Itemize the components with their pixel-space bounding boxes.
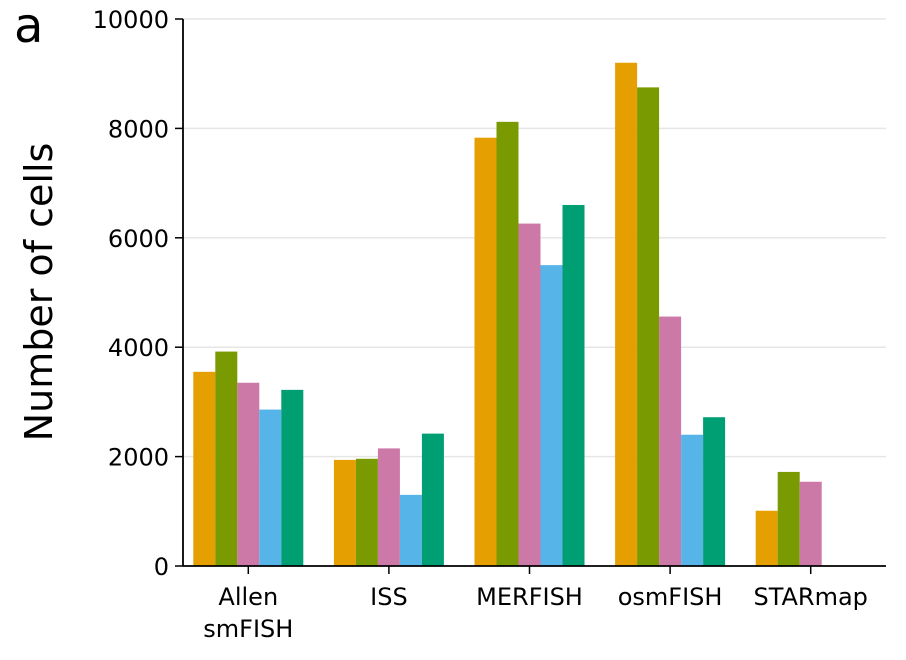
bar [215, 351, 238, 566]
bar [637, 87, 660, 566]
bar [281, 389, 304, 566]
x-category-labels: Allen smFISH ISS MERFISH osmFISH STARmap [203, 566, 868, 643]
y-tick-label: 10000 [93, 6, 169, 34]
x-category-label: osmFISH [618, 583, 723, 611]
bar [615, 62, 638, 566]
y-axis-label: Number of cells [17, 143, 61, 442]
x-category-label: smFISH [203, 615, 293, 643]
y-tick-label: 2000 [108, 444, 169, 472]
y-tick-label: 0 [154, 553, 169, 581]
axes [182, 19, 886, 567]
bar [237, 382, 260, 566]
bar [193, 371, 216, 566]
bar [703, 417, 726, 566]
bar [399, 494, 422, 566]
y-ticks: 0 2000 4000 6000 8000 10000 [93, 6, 183, 581]
bar [496, 121, 519, 566]
y-tick-label: 4000 [108, 334, 169, 362]
bar [421, 433, 444, 566]
bar [377, 448, 400, 566]
x-category-label: ISS [370, 583, 408, 611]
bar [659, 316, 682, 566]
bar [755, 510, 778, 566]
x-category-label: STARmap [753, 583, 867, 611]
bar [562, 204, 585, 567]
bar [540, 265, 563, 566]
bar [518, 223, 541, 566]
bars [193, 62, 822, 567]
panel-label: a [14, 0, 43, 54]
x-category-label: MERFISH [476, 583, 583, 611]
bar [681, 434, 704, 566]
bar [259, 409, 282, 566]
x-category-label: Allen [218, 583, 278, 611]
bar [333, 459, 356, 566]
bar [777, 471, 800, 566]
y-tick-label: 6000 [108, 225, 169, 253]
y-tick-label: 8000 [108, 115, 169, 143]
bar [474, 137, 497, 566]
bar [355, 458, 378, 566]
bar [799, 481, 822, 566]
